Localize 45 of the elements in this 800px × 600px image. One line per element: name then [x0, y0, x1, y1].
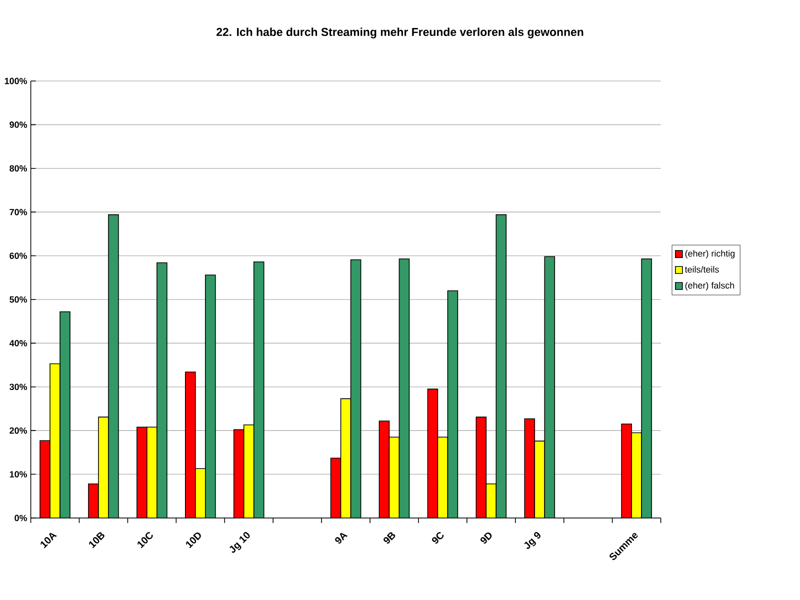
y-tick-label: 40% — [9, 340, 28, 346]
x-tick-label: 9A — [335, 532, 348, 544]
x-tick-label: 9B — [384, 532, 396, 544]
bar — [486, 484, 496, 518]
bar — [448, 290, 458, 518]
legend-label: (eher) richtig — [685, 250, 735, 258]
bar — [544, 256, 555, 518]
x-tick-label: 9C — [432, 532, 444, 544]
y-tick-label: 30% — [10, 384, 28, 390]
bar — [476, 417, 486, 518]
y-tick-label: 100% — [4, 78, 28, 84]
bar — [389, 437, 400, 518]
y-tick-label: 50% — [10, 296, 28, 303]
bar — [428, 389, 438, 518]
bar — [438, 437, 448, 518]
bar — [340, 398, 351, 518]
bar — [108, 214, 118, 518]
x-tick-label: 10A — [40, 532, 57, 548]
bar — [399, 258, 410, 518]
y-tick-label: 90% — [10, 122, 28, 128]
bar — [254, 262, 264, 518]
y-tick-label: 70% — [10, 208, 28, 216]
x-tick-label: 10C — [138, 532, 153, 548]
legend-label: (eher) falsch — [685, 282, 734, 290]
y-tick-label: 10% — [10, 471, 28, 478]
bar — [330, 458, 341, 518]
bar — [205, 275, 216, 518]
x-tick-label: 9D — [480, 532, 492, 544]
bar — [641, 258, 652, 518]
bar — [496, 214, 506, 518]
bar — [60, 312, 70, 518]
y-tick-label: 80% — [10, 165, 28, 172]
x-tick-label: Jg 10 — [230, 532, 250, 553]
x-tick-label: 10B — [89, 532, 104, 548]
bar — [156, 262, 167, 518]
chart-title: 22. Ich habe durch Streaming mehr Freunde verloren als gewonnen — [216, 28, 584, 38]
bar — [350, 260, 361, 518]
legend-label: teils/teils — [684, 266, 719, 273]
y-tick-label: 60% — [10, 252, 28, 259]
bar — [379, 420, 390, 518]
bar — [50, 364, 60, 518]
x-tick-label: Jg 9 — [524, 532, 540, 549]
y-tick-label: 0% — [14, 514, 28, 522]
y-tick-label: 20% — [10, 427, 28, 434]
x-tick-label: 10D — [186, 532, 201, 548]
